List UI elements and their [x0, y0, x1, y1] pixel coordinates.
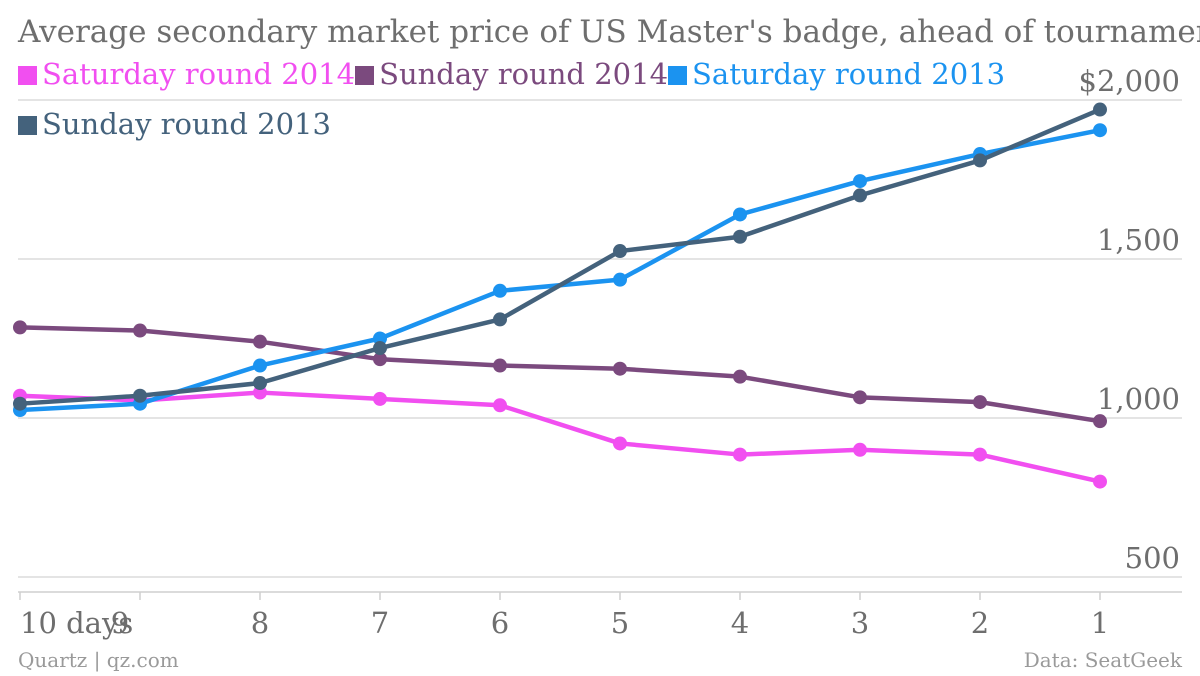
- data-point: [253, 376, 267, 391]
- y-tick-label: $2,000: [1079, 64, 1180, 98]
- data-point: [613, 436, 627, 451]
- data-point: [853, 442, 867, 457]
- legend-label: Sunday round 2013: [42, 107, 331, 141]
- data-point: [13, 320, 27, 335]
- data-point: [253, 334, 267, 349]
- data-point: [733, 447, 747, 462]
- x-tick-label: 3: [851, 606, 869, 640]
- data-point: [613, 272, 627, 287]
- data-point: [853, 174, 867, 189]
- x-tick-label: 6: [491, 606, 509, 640]
- data-point: [973, 447, 987, 462]
- data-point: [973, 395, 987, 410]
- data-point: [853, 390, 867, 405]
- legend-swatch: [18, 116, 37, 135]
- legend-label: Saturday round 2013: [692, 57, 1006, 91]
- series-line: [17, 325, 1103, 424]
- data-point: [1093, 474, 1107, 489]
- x-tick-label: 7: [371, 606, 389, 640]
- x-tick-label: 5: [611, 606, 629, 640]
- y-tick-label: 1,500: [1097, 223, 1180, 257]
- data-point: [253, 358, 267, 373]
- data-point: [613, 361, 627, 376]
- legend-swatch: [18, 66, 37, 85]
- legend-swatch: [355, 66, 375, 85]
- legend-label: Saturday round 2014: [42, 57, 356, 91]
- series-group: [13, 320, 1107, 429]
- data-point: [493, 358, 507, 373]
- data-point: [733, 207, 747, 222]
- data-point: [613, 244, 627, 259]
- data-point: [493, 283, 507, 298]
- legend-item: Sunday round 2013: [18, 99, 331, 149]
- data-point: [493, 398, 507, 413]
- data-point: [733, 369, 747, 384]
- source-credit: Quartz | qz.com: [18, 648, 179, 672]
- x-tick-label: 9: [111, 606, 129, 640]
- y-tick-label: 1,000: [1097, 382, 1180, 416]
- legend-item: Saturday round 2013: [668, 49, 1005, 99]
- data-point: [133, 388, 147, 403]
- series-line: [17, 390, 1103, 484]
- series-group: [13, 102, 1107, 411]
- data-point: [13, 396, 27, 411]
- series-line: [17, 107, 1103, 406]
- data-point: [733, 229, 747, 244]
- gridlines: [18, 99, 1182, 578]
- data-point: [493, 312, 507, 327]
- data-point: [373, 352, 387, 367]
- data-point: [1093, 102, 1107, 117]
- legend-swatch: [668, 66, 688, 85]
- data-point: [973, 153, 987, 168]
- legend-label: Sunday round 2014: [379, 57, 669, 91]
- data-point: [1093, 414, 1107, 429]
- series-group: [13, 123, 1107, 418]
- data-point: [373, 391, 387, 406]
- data-point: [133, 323, 147, 338]
- legend-item: Sunday round 2014: [355, 49, 668, 99]
- x-tick-label: 4: [731, 606, 749, 640]
- x-tick-label: 10 days: [20, 606, 133, 640]
- x-tick-label: 2: [971, 606, 989, 640]
- y-tick-label: 500: [1125, 541, 1180, 575]
- data-point: [1093, 123, 1107, 138]
- data-point: [853, 188, 867, 203]
- data-source: Data: SeatGeek: [1023, 648, 1182, 672]
- data-point: [373, 341, 387, 356]
- x-tick-label: 8: [251, 606, 269, 640]
- x-tick-label: 1: [1091, 606, 1109, 640]
- chart-title: Average secondary market price of US Mas…: [18, 14, 1200, 50]
- legend-item: Saturday round 2014: [18, 49, 355, 99]
- chart-legend: Saturday round 2014 Sunday round 2014 Satu…: [18, 49, 1018, 149]
